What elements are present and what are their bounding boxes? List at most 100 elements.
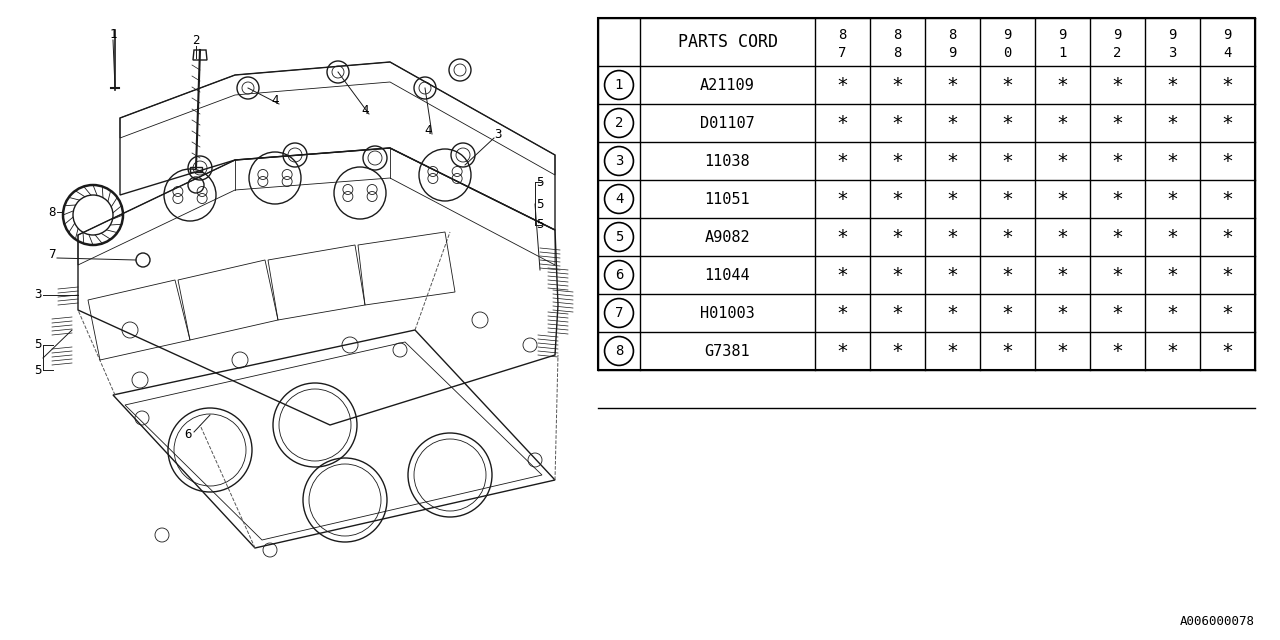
Text: A9082: A9082 — [705, 230, 750, 244]
Text: *: * — [1056, 152, 1069, 170]
Text: G7381: G7381 — [705, 344, 750, 358]
Bar — [598, 18, 1254, 370]
Text: 11038: 11038 — [705, 154, 750, 168]
Text: *: * — [1056, 113, 1069, 132]
Text: 8: 8 — [838, 28, 846, 42]
Text: *: * — [947, 152, 959, 170]
Text: 8: 8 — [49, 205, 56, 218]
Text: *: * — [1002, 342, 1014, 360]
Text: 3: 3 — [494, 129, 502, 141]
Text: *: * — [947, 189, 959, 209]
Text: 5: 5 — [536, 218, 544, 232]
Text: *: * — [1166, 227, 1179, 246]
Text: *: * — [837, 266, 849, 285]
Text: 9: 9 — [948, 45, 956, 60]
Text: 11051: 11051 — [705, 191, 750, 207]
Text: 8: 8 — [614, 344, 623, 358]
Text: 3: 3 — [1169, 45, 1176, 60]
Text: *: * — [892, 76, 904, 95]
Text: *: * — [947, 227, 959, 246]
Text: 8: 8 — [893, 45, 901, 60]
Text: *: * — [947, 303, 959, 323]
Text: *: * — [837, 76, 849, 95]
Text: *: * — [1002, 152, 1014, 170]
Text: 2: 2 — [614, 116, 623, 130]
Text: PARTS CORD: PARTS CORD — [677, 33, 777, 51]
Text: *: * — [1002, 266, 1014, 285]
Text: 3: 3 — [614, 154, 623, 168]
Text: *: * — [837, 113, 849, 132]
Text: *: * — [947, 113, 959, 132]
Text: *: * — [1111, 152, 1124, 170]
Text: *: * — [1056, 227, 1069, 246]
Text: 9: 9 — [1004, 28, 1011, 42]
Text: 4: 4 — [614, 192, 623, 206]
Text: 2: 2 — [1114, 45, 1121, 60]
Text: *: * — [837, 152, 849, 170]
Text: 3: 3 — [35, 289, 42, 301]
Text: 4: 4 — [424, 124, 431, 136]
Text: *: * — [1056, 266, 1069, 285]
Text: *: * — [1056, 303, 1069, 323]
Text: 6: 6 — [614, 268, 623, 282]
Text: 9: 9 — [1059, 28, 1066, 42]
Text: 9: 9 — [1169, 28, 1176, 42]
Text: *: * — [1166, 342, 1179, 360]
Text: *: * — [1166, 152, 1179, 170]
Text: *: * — [1166, 303, 1179, 323]
Text: *: * — [892, 113, 904, 132]
Text: *: * — [892, 342, 904, 360]
Text: 2: 2 — [192, 33, 200, 47]
Text: H01003: H01003 — [700, 305, 755, 321]
Text: *: * — [837, 227, 849, 246]
Text: *: * — [1111, 76, 1124, 95]
Text: *: * — [1166, 189, 1179, 209]
Text: A21109: A21109 — [700, 77, 755, 93]
Text: 7: 7 — [838, 45, 846, 60]
Text: 1: 1 — [614, 78, 623, 92]
Text: *: * — [892, 152, 904, 170]
Text: *: * — [1111, 266, 1124, 285]
Text: *: * — [892, 303, 904, 323]
Text: *: * — [837, 342, 849, 360]
Text: *: * — [1111, 303, 1124, 323]
Text: 4: 4 — [361, 104, 369, 116]
Text: 0: 0 — [1004, 45, 1011, 60]
Text: 8: 8 — [893, 28, 901, 42]
Text: *: * — [892, 266, 904, 285]
Text: 7: 7 — [49, 248, 56, 262]
Text: *: * — [1221, 113, 1234, 132]
Text: *: * — [1221, 266, 1234, 285]
Text: *: * — [1002, 113, 1014, 132]
Text: 1: 1 — [1059, 45, 1066, 60]
Text: *: * — [1221, 303, 1234, 323]
Text: *: * — [1221, 152, 1234, 170]
Text: *: * — [1056, 76, 1069, 95]
Text: 5: 5 — [536, 175, 544, 189]
Text: *: * — [1002, 227, 1014, 246]
Text: 5: 5 — [35, 364, 42, 376]
Text: *: * — [1002, 189, 1014, 209]
Text: 5: 5 — [536, 198, 544, 211]
Text: *: * — [1111, 189, 1124, 209]
Text: 8: 8 — [948, 28, 956, 42]
Text: 9: 9 — [1114, 28, 1121, 42]
Text: *: * — [1221, 342, 1234, 360]
Text: 7: 7 — [614, 306, 623, 320]
Text: *: * — [892, 227, 904, 246]
Text: A006000078: A006000078 — [1180, 615, 1254, 628]
Bar — [189, 167, 202, 172]
Text: *: * — [1056, 342, 1069, 360]
Text: D01107: D01107 — [700, 115, 755, 131]
Text: *: * — [1166, 113, 1179, 132]
Text: *: * — [1002, 76, 1014, 95]
Text: *: * — [947, 266, 959, 285]
Text: 6: 6 — [184, 429, 192, 442]
Text: *: * — [837, 189, 849, 209]
Text: *: * — [1111, 342, 1124, 360]
Text: *: * — [837, 303, 849, 323]
Text: 5: 5 — [614, 230, 623, 244]
Text: 4: 4 — [271, 93, 279, 106]
Text: 11044: 11044 — [705, 268, 750, 282]
Text: *: * — [1111, 113, 1124, 132]
